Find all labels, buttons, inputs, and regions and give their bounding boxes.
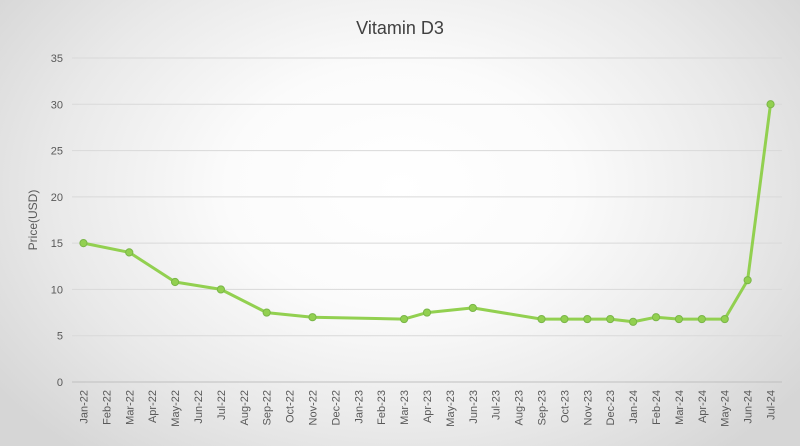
data-point [79,239,88,248]
x-tick-label: Nov-22 [307,390,319,425]
data-point [743,276,752,285]
y-tick-label: 35 [51,53,63,65]
chart-title: Vitamin D3 [356,18,444,38]
x-tick-label: Jun-23 [468,390,480,424]
y-tick-label: 25 [51,146,63,158]
y-tick-label: 30 [51,99,63,111]
data-point [216,285,225,294]
x-tick-label: Oct-23 [559,390,571,423]
x-tick-label: Apr-24 [697,390,709,423]
x-tick-label: Jun-24 [743,390,755,424]
x-tick-label: Jan-22 [78,390,90,424]
x-tick-label: May-23 [445,390,457,427]
x-tick-label: Jan-24 [628,390,640,424]
x-tick-label: Dec-22 [330,390,342,425]
x-tick-label: Nov-23 [582,390,594,425]
series-group [79,100,775,326]
x-tick-label: Sep-23 [537,390,549,425]
x-tick-label: Jul-24 [766,390,778,420]
x-tick-label: Feb-22 [101,390,113,425]
x-tick-label: Apr-22 [147,390,159,423]
data-point [125,248,134,257]
x-tick-label: Feb-23 [376,390,388,425]
data-point [720,314,729,324]
y-axis-ticks: 0 5 10 15 20 25 30 35 [51,53,63,389]
x-tick-label: Aug-22 [239,390,251,425]
data-point [560,314,569,324]
data-point [697,314,706,324]
data-point [537,314,546,324]
x-tick-label: Jun-22 [193,390,205,424]
y-tick-label: 0 [57,377,63,389]
x-tick-label: Mar-23 [399,390,411,425]
data-point [308,313,317,322]
data-point [766,100,775,109]
data-point [399,314,409,324]
data-point [262,308,271,317]
x-tick-label: Dec-23 [605,390,617,425]
y-tick-label: 10 [51,284,63,296]
data-point [651,313,661,322]
y-tick-label: 5 [57,331,63,343]
x-axis-ticks: Jan-22 Feb-22 Mar-22 Apr-22 May-22 Jun-22 Jul-… [78,390,777,427]
data-point [629,317,638,326]
y-tick-label: 15 [51,238,63,250]
y-tick-label: 20 [51,192,63,204]
data-point [422,308,432,317]
x-tick-label: Sep-22 [262,390,274,425]
data-point [468,303,477,313]
x-tick-label: Jan-23 [353,390,365,424]
x-tick-label: May-24 [720,390,732,427]
x-tick-label: Mar-24 [674,390,686,425]
x-tick-label: Apr-23 [422,390,434,423]
data-point [583,314,592,324]
x-tick-label: Mar-22 [124,390,136,425]
x-tick-label: May-22 [170,390,182,427]
data-point [170,277,180,287]
x-tick-label: Oct-22 [285,390,297,423]
data-point [674,314,684,324]
y-axis-title: Price(USD) [26,190,40,251]
x-tick-label: Jul-23 [491,390,503,420]
x-tick-label: Jul-22 [216,390,228,420]
x-tick-label: Aug-23 [514,390,526,425]
data-point [606,314,615,324]
x-tick-label: Feb-24 [651,390,663,425]
gridlines [72,57,782,383]
